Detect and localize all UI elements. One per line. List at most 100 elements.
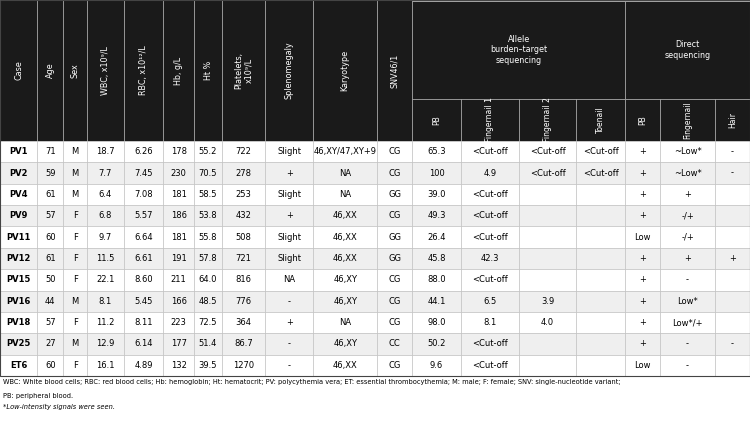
Text: 432: 432 bbox=[236, 211, 251, 220]
Text: Splenomegaly: Splenomegaly bbox=[285, 42, 294, 99]
Text: 181: 181 bbox=[171, 233, 187, 242]
Text: NA: NA bbox=[339, 318, 351, 327]
Bar bbox=[577, 205, 625, 227]
Bar bbox=[64, 141, 87, 162]
Text: 6.5: 6.5 bbox=[483, 297, 496, 306]
Text: 12.9: 12.9 bbox=[96, 339, 115, 349]
Text: CG: CG bbox=[388, 147, 400, 156]
Bar bbox=[376, 141, 412, 162]
Text: PV18: PV18 bbox=[7, 318, 31, 327]
Text: F: F bbox=[73, 211, 77, 220]
Bar bbox=[124, 269, 164, 290]
Text: M: M bbox=[71, 190, 79, 199]
Text: 278: 278 bbox=[236, 168, 251, 178]
Bar bbox=[164, 290, 194, 312]
Bar bbox=[265, 333, 314, 355]
Bar bbox=[519, 99, 577, 141]
Text: 6.8: 6.8 bbox=[99, 211, 112, 220]
Text: GG: GG bbox=[388, 190, 401, 199]
Bar bbox=[124, 184, 164, 205]
Bar bbox=[577, 227, 625, 248]
Bar bbox=[265, 205, 314, 227]
Bar bbox=[87, 162, 124, 184]
Text: 6.61: 6.61 bbox=[134, 254, 153, 263]
Text: Hair: Hair bbox=[728, 112, 736, 128]
Bar bbox=[715, 269, 750, 290]
Text: 508: 508 bbox=[236, 233, 251, 242]
Bar bbox=[314, 141, 376, 162]
Bar bbox=[87, 184, 124, 205]
Bar bbox=[314, 0, 376, 141]
Text: 27: 27 bbox=[45, 339, 56, 349]
Text: 8.1: 8.1 bbox=[483, 318, 496, 327]
Bar bbox=[87, 205, 124, 227]
Text: Sex: Sex bbox=[70, 63, 80, 78]
Text: Hb, g/L: Hb, g/L bbox=[174, 56, 183, 85]
Text: Fingernail 1: Fingernail 1 bbox=[485, 98, 494, 142]
Text: 8.60: 8.60 bbox=[134, 275, 153, 284]
Bar bbox=[625, 269, 661, 290]
Text: 71: 71 bbox=[45, 147, 56, 156]
Bar bbox=[64, 333, 87, 355]
Bar bbox=[0, 269, 38, 290]
Bar bbox=[519, 312, 577, 333]
Bar bbox=[222, 162, 265, 184]
Bar bbox=[625, 227, 661, 248]
Bar bbox=[413, 269, 460, 290]
Text: +: + bbox=[639, 168, 646, 178]
Bar bbox=[715, 162, 750, 184]
Bar bbox=[194, 141, 222, 162]
Text: 4.0: 4.0 bbox=[541, 318, 554, 327]
Bar bbox=[222, 333, 265, 355]
Text: 181: 181 bbox=[171, 190, 187, 199]
Text: 46,XY: 46,XY bbox=[333, 339, 357, 349]
Text: 55.8: 55.8 bbox=[199, 233, 217, 242]
Text: 5.57: 5.57 bbox=[134, 211, 153, 220]
Text: 4.9: 4.9 bbox=[483, 168, 496, 178]
Text: +: + bbox=[639, 211, 646, 220]
Text: Low*: Low* bbox=[677, 297, 698, 306]
Text: 61: 61 bbox=[45, 254, 56, 263]
Bar bbox=[577, 355, 625, 376]
Bar bbox=[314, 184, 376, 205]
Bar bbox=[87, 269, 124, 290]
Bar bbox=[519, 333, 577, 355]
Text: +: + bbox=[286, 318, 292, 327]
Text: 57.8: 57.8 bbox=[199, 254, 217, 263]
Text: -: - bbox=[288, 361, 291, 370]
Text: 6.4: 6.4 bbox=[99, 190, 112, 199]
Bar bbox=[194, 333, 222, 355]
Text: 223: 223 bbox=[171, 318, 187, 327]
Bar bbox=[0, 355, 38, 376]
Text: 16.1: 16.1 bbox=[96, 361, 115, 370]
Text: CG: CG bbox=[388, 211, 400, 220]
Bar bbox=[87, 333, 124, 355]
Bar bbox=[413, 1, 625, 99]
Bar bbox=[0, 205, 38, 227]
Bar bbox=[577, 248, 625, 269]
Text: F: F bbox=[73, 275, 77, 284]
Text: 253: 253 bbox=[236, 190, 251, 199]
Bar bbox=[577, 99, 625, 141]
Bar bbox=[124, 312, 164, 333]
Bar bbox=[0, 333, 38, 355]
Bar bbox=[124, 248, 164, 269]
Text: -: - bbox=[686, 361, 689, 370]
Text: 49.3: 49.3 bbox=[427, 211, 445, 220]
Bar bbox=[661, 248, 715, 269]
Bar bbox=[460, 312, 519, 333]
Text: 86.7: 86.7 bbox=[234, 339, 253, 349]
Bar bbox=[0, 227, 38, 248]
Bar bbox=[460, 99, 519, 141]
Bar bbox=[625, 290, 661, 312]
Text: +: + bbox=[639, 318, 646, 327]
Bar bbox=[222, 0, 265, 141]
Bar bbox=[124, 0, 164, 141]
Bar bbox=[314, 162, 376, 184]
Bar bbox=[577, 162, 625, 184]
Bar bbox=[164, 248, 194, 269]
Bar bbox=[194, 248, 222, 269]
Text: F: F bbox=[73, 233, 77, 242]
Bar bbox=[222, 269, 265, 290]
Text: NA: NA bbox=[339, 168, 351, 178]
